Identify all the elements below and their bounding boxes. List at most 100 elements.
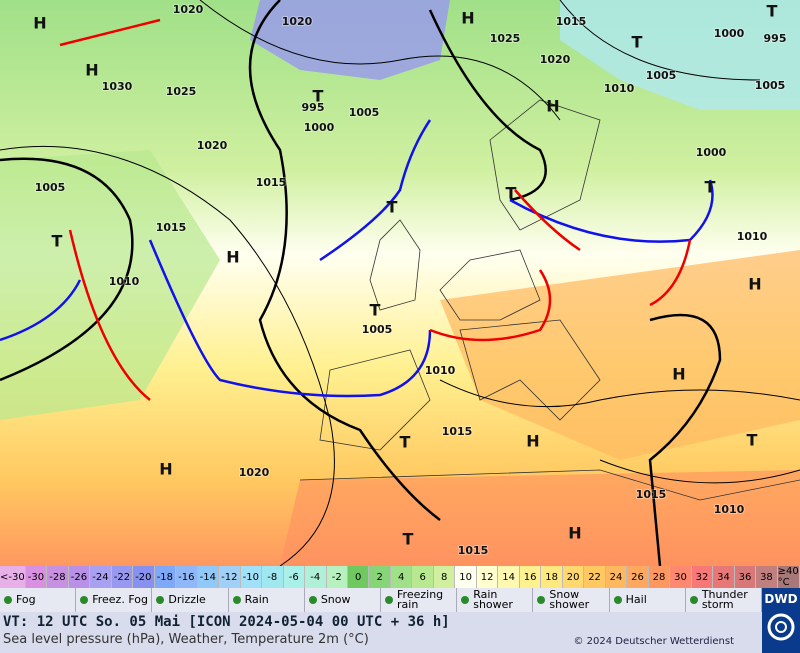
isobar-label: 995 — [764, 32, 787, 45]
temperature-step: -30 — [25, 566, 48, 588]
warm-area — [440, 250, 800, 460]
isobar-label: 1020 — [173, 3, 204, 16]
temperature-step: 18 — [541, 566, 563, 588]
temperature-step: 34 — [713, 566, 735, 588]
temperature-step: -16 — [176, 566, 198, 588]
isobar-label: 1025 — [490, 32, 521, 45]
isobar-label: 1010 — [109, 275, 140, 288]
weather-legend-item: Freez. Fog — [76, 588, 153, 612]
pressure-center: T — [705, 178, 716, 197]
weather-legend-item: Snow — [305, 588, 382, 612]
pressure-center: H — [33, 14, 46, 33]
weather-legend-item: Freezing rain — [381, 588, 458, 612]
isobar-label: 1015 — [636, 488, 667, 501]
weather-legend-item: Drizzle — [152, 588, 229, 612]
temperature-step: -12 — [219, 566, 241, 588]
isobar-label: 1000 — [696, 146, 727, 159]
isobar-label: 1010 — [714, 503, 745, 516]
isobar-label: 1020 — [197, 139, 228, 152]
temperature-step: <-30 — [0, 566, 26, 588]
temperature-step: 0 — [347, 566, 370, 588]
isobar-label: 1005 — [755, 79, 786, 92]
map: 1020 1020 1030 1025 995 1000 1005 1020 1015 1005 1… — [0, 0, 800, 566]
isobar-label: 1010 — [425, 364, 456, 377]
temperature-step: -14 — [197, 566, 220, 588]
weather-legend-item: Rain shower — [457, 588, 534, 612]
pressure-center: H — [568, 524, 581, 543]
isobar-label: 995 — [302, 101, 325, 114]
temperature-step: -20 — [133, 566, 155, 588]
logo-icon — [767, 613, 795, 641]
isobar-label: 1010 — [737, 230, 768, 243]
temperature-step: -8 — [262, 566, 284, 588]
temperature-scale: <-30 -30 -28 -26 -24 -2 2 -20 -18 -16 -14 -12 -10 -8-… — [0, 566, 800, 588]
footer: VT: 12 UTC So. 05 Mai [ICON 2024-05-04 0… — [0, 612, 762, 653]
isobar-label: 1005 — [349, 106, 380, 119]
temperature-step: 38 — [756, 566, 778, 588]
isobars-major — [0, 0, 722, 566]
temperature-step: -18 — [154, 566, 177, 588]
warm-area — [280, 470, 800, 566]
weather-legend-item: Rain — [229, 588, 305, 612]
temperature-step: 8 — [433, 566, 456, 588]
weather-legend-item: Snow shower — [533, 588, 610, 612]
temperature-step: -24 — [90, 566, 112, 588]
pressure-center: T — [767, 2, 778, 21]
pressure-center: H — [546, 97, 559, 116]
isobar-label: 1000 — [304, 121, 335, 134]
pressure-center: T — [387, 198, 398, 217]
pressure-center: H — [226, 248, 239, 267]
subtitle: Sea level pressure (hPa), Weather, Tempe… — [3, 632, 369, 647]
isobar-label: 1000 — [714, 27, 745, 40]
logo-text: DWD — [764, 592, 798, 606]
isobars — [0, 0, 800, 566]
isobar-label: 1015 — [556, 15, 587, 28]
fronts — [0, 18, 714, 401]
weather-legend-item: Fog — [0, 588, 77, 612]
temperature-step: 20 — [562, 566, 585, 588]
pressure-center: H — [748, 275, 761, 294]
temperature-step: 16 — [519, 566, 542, 588]
isobar-label: 1030 — [102, 80, 133, 93]
temperature-step: -26 — [68, 566, 91, 588]
isobar-label: 1005 — [362, 323, 393, 336]
temperature-step: 26 — [627, 566, 649, 588]
temperature-step: 4 — [390, 566, 413, 588]
temperature-step: -28 — [47, 566, 69, 588]
pressure-center: H — [461, 9, 474, 28]
temperature-step: 32 — [691, 566, 714, 588]
temperature-step: 10 — [455, 566, 477, 588]
temperature-step: 6 — [412, 566, 434, 588]
temperature-step: 14 — [498, 566, 520, 588]
temperature-step: 28 — [648, 566, 671, 588]
valid-time: VT: 12 UTC So. 05 Mai [ICON 2024-05-04 0… — [3, 614, 450, 630]
temperature-step: 12 — [476, 566, 499, 588]
pressure-center: T — [52, 232, 63, 251]
pressure-center: T — [313, 87, 324, 106]
weather-legend-item: Thunder storm — [686, 588, 763, 612]
logo: DWD — [762, 588, 800, 653]
temperature-step: -4 — [305, 566, 327, 588]
pressure-center: T — [747, 431, 758, 450]
temperature-step: 2 — [369, 566, 391, 588]
pressure-center: T — [506, 184, 517, 203]
isobar-label: 1025 — [166, 85, 197, 98]
isobar-label: 1010 — [604, 82, 635, 95]
isobar-label: 1005 — [646, 69, 677, 82]
isobar-label: 1015 — [156, 221, 187, 234]
isobar-label: 1005 — [35, 181, 66, 194]
isobar-label: 1020 — [282, 15, 313, 28]
pressure-center: H — [159, 460, 172, 479]
pressure-center: T — [403, 530, 414, 549]
pressure-center: H — [85, 61, 98, 80]
coastlines — [299, 99, 800, 501]
temperature-step: -10 — [240, 566, 263, 588]
temperature-step: 36 — [734, 566, 757, 588]
temperature-step: 30 — [670, 566, 692, 588]
temperature-step: -2 — [326, 566, 348, 588]
pressure-center: T — [370, 301, 381, 320]
pressure-center: T — [400, 433, 411, 452]
weather-legend: Fog Freez. Fog Drizzle Rain Snow Freezing rai… — [0, 588, 763, 612]
temperature-step: 24 — [605, 566, 628, 588]
pressure-center: H — [526, 432, 539, 451]
